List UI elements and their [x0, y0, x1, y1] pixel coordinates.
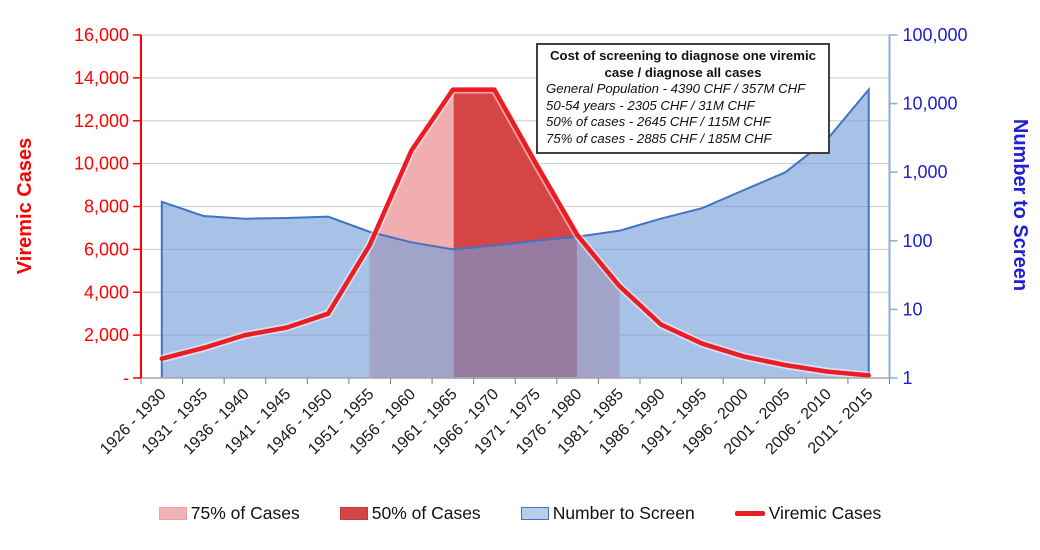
y-right-tick-label: 100 — [903, 231, 933, 251]
cost-annotation-box: Cost of screening to diagnose one viremi… — [536, 43, 830, 154]
y-right-tick-label: 1 — [903, 368, 913, 388]
legend-label-viremic-cases: Viremic Cases — [768, 503, 882, 523]
legend-label-50-percent: 50% of Cases — [371, 503, 481, 523]
y-left-tick-label: 16,000 — [74, 25, 129, 45]
x-axis — [140, 377, 890, 384]
legend-label-number-to-screen: Number to Screen — [552, 503, 695, 523]
cost-annotation-line: 75% of cases - 2885 CHF / 185M CHF — [546, 130, 772, 146]
cost-annotation-line: General Population - 4390 CHF / 357M CHF — [546, 81, 806, 96]
area-number-to-screen — [161, 89, 869, 379]
y-axis-right: 100,000 10,000 1,000 100 10 1 — [888, 25, 968, 388]
edge-number-to-screen — [160, 86, 870, 378]
legend-swatch-75-percent — [158, 507, 187, 520]
legend-swatch-viremic-cases — [734, 511, 765, 516]
y-right-tick-label: 10,000 — [903, 94, 958, 114]
y-axis-left: 16,000 14,000 12,000 10,000 8,000 6,000 4,000 2… — [74, 25, 142, 388]
legend-item-75-percent: 75% of Cases — [158, 503, 300, 524]
legend-swatch-number-to-screen — [520, 507, 549, 520]
chart-legend: 75% of Cases 50% of Cases Number to Scre… — [0, 503, 1040, 524]
cost-annotation-line: 50% of cases - 2645 CHF / 115M CHF — [546, 114, 771, 129]
legend-item-viremic-cases: Viremic Cases — [734, 503, 882, 524]
y-right-tick-label: 1,000 — [903, 162, 948, 182]
line-viremic-cases — [159, 87, 871, 378]
y-left-tick-label: 12,000 — [74, 111, 129, 131]
legend-label-75-percent: 75% of Cases — [190, 503, 300, 523]
y-right-tick-label: 100,000 — [903, 25, 968, 45]
legend-item-number-to-screen: Number to Screen — [520, 503, 695, 524]
y-right-tick-label: 10 — [903, 299, 923, 319]
y-left-tick-label: 14,000 — [74, 68, 129, 88]
y-left-tick-label: 4,000 — [84, 282, 129, 302]
legend-swatch-50-percent — [339, 507, 368, 520]
legend-item-50-percent: 50% of Cases — [339, 503, 481, 524]
y-left-tick-label: 10,000 — [74, 154, 129, 174]
y-left-tick-label: 8,000 — [84, 197, 129, 217]
y-axis-title-number-to-screen: Number to Screen — [1009, 119, 1031, 291]
cost-annotation-title: Cost of screening to diagnose one viremi… — [549, 48, 816, 80]
cost-annotation-line: 50-54 years - 2305 CHF / 31M CHF — [546, 97, 755, 113]
y-left-tick-label: - — [123, 368, 129, 388]
y-left-tick-label: 2,000 — [84, 325, 129, 345]
y-left-tick-label: 6,000 — [84, 239, 129, 259]
y-axis-title-viremic-cases: Viremic Cases — [14, 138, 36, 274]
